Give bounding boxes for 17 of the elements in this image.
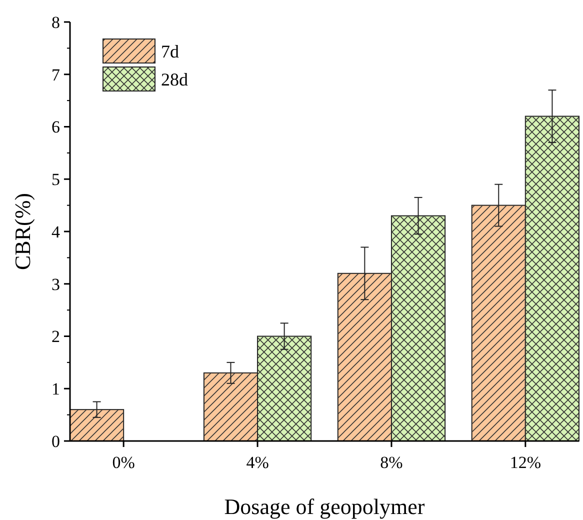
y-tick-label: 0 bbox=[52, 432, 60, 451]
y-tick-label: 4 bbox=[52, 222, 60, 242]
x-tick-label: 8% bbox=[380, 453, 403, 472]
y-tick-label: 6 bbox=[52, 118, 60, 137]
x-tick-label: 4% bbox=[246, 453, 269, 472]
y-axis-title: CBR(%) bbox=[10, 193, 35, 270]
y-tick-label: 8 bbox=[52, 12, 60, 32]
y-tick-label: 7 bbox=[52, 65, 60, 84]
y-tick-label: 5 bbox=[52, 170, 60, 190]
legend-label: 7d bbox=[161, 41, 179, 62]
y-tick-label: 3 bbox=[52, 274, 60, 294]
y-tick-label: 2 bbox=[52, 327, 60, 346]
legend-label: 28d bbox=[161, 69, 188, 90]
x-tick-label: 0% bbox=[112, 453, 135, 472]
y-tick-label: 1 bbox=[52, 380, 60, 399]
x-tick-label: 12% bbox=[510, 453, 542, 472]
x-axis-title: Dosage of geopolymer bbox=[224, 494, 426, 519]
